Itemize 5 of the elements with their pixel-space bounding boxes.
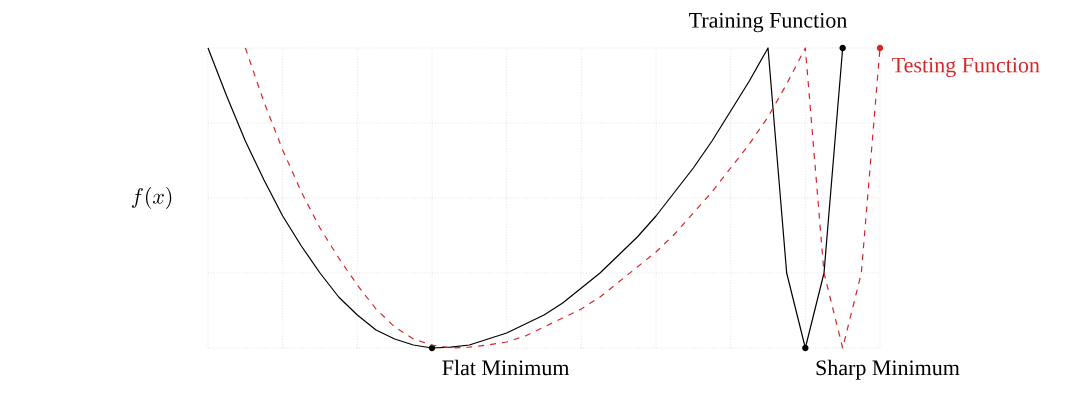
series-label: Training Function bbox=[689, 12, 848, 33]
y-axis-title: $f(x)$ bbox=[131, 187, 172, 209]
text: Sharp Minimum bbox=[816, 359, 960, 380]
series-label: Testing Function bbox=[892, 57, 1040, 78]
text: Flat Minimum bbox=[442, 359, 570, 376]
